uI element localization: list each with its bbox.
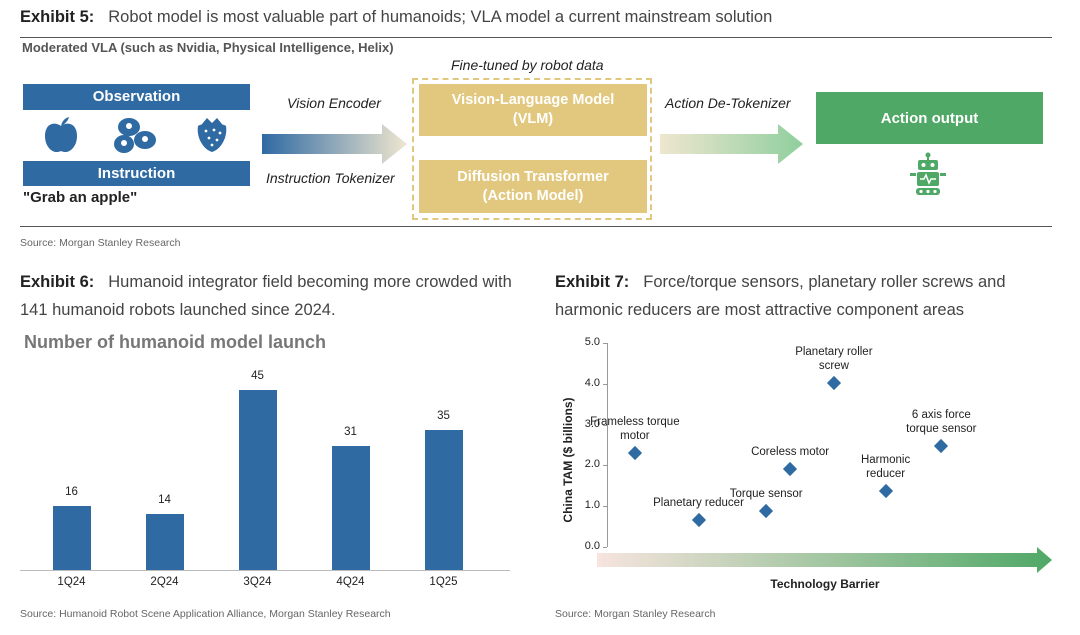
chart7-y-tick-label: 1.0 [584,499,600,512]
chart6-category-label: 2Q24 [150,576,179,588]
dt-line1: Diffusion Transformer [457,168,609,185]
chart6-bar [145,514,184,570]
blueberries-icon [112,114,160,156]
exhibit7-label: Exhibit 7: [555,273,630,291]
chart6-data-label: 31 [344,426,357,438]
vlm-box: Vision-Language Model (VLM) [419,84,647,136]
chart6-category-label: 1Q25 [429,576,458,588]
chart6-bar [331,446,370,570]
chart7-point-label-line: Torque sensor [729,488,803,501]
chart7-point-label: Planetary reducer [639,496,759,510]
chart6-bar [424,430,463,570]
instruction-bar: Instruction [23,161,250,186]
chart7-point [627,446,642,461]
chart7-point-label: Torque sensor [706,487,826,501]
chart6-data-label: 16 [65,486,78,498]
chart7-y-tick-mark [603,424,607,426]
exhibit5-label: Exhibit 5: [20,8,95,26]
exhibit7-heading: Exhibit 7: Force/torque sensors, planetar… [555,268,1055,324]
chart7-point-label: 6 axis force torque sensor [881,408,1001,436]
chart7-point [826,375,841,391]
chart7-point-label: Coreless motor [730,445,850,459]
diffusion-transformer-box: Diffusion Transformer (Action Model) [419,160,647,213]
chart6-category-label: 4Q24 [336,576,365,588]
chart7-point [783,462,798,477]
strawberry-icon [192,114,232,154]
exhibit5-heading: Exhibit 5: Robot model is most valuable p… [20,8,772,27]
exhibit6-title: Humanoid integrator field becoming more … [20,273,512,319]
exhibit5-top-rule [20,37,1052,38]
chart6-x-axis [20,570,510,571]
chart7-y-tick-label: 3.0 [584,417,600,430]
chart7-y-tick-label: 0.0 [584,540,600,552]
chart7-y-tick-label: 2.0 [584,458,600,471]
chart7-point [691,513,706,528]
exhibit7-source: Source: Morgan Stanley Research [555,608,716,620]
chart7-y-axis [607,343,608,547]
vlm-line2: (VLM) [512,111,554,127]
chart7-point-label-line: Coreless motor [751,446,830,459]
robot-icon [908,152,948,198]
component-scatter-chart: 0.0 1.0 2.0 3.0 4.0 5.0 China TAM ($ billions)… [555,335,1065,600]
exhibit5-title: Robot model is most valuable part of hum… [108,8,773,26]
exhibit5-subtitle: Moderated VLA (such as Nvidia, Physical … [22,40,394,55]
chart6-category-label: 3Q24 [243,576,272,588]
vla-dashed-container [412,78,652,220]
chart7-point [934,438,949,453]
chart7-y-tick-mark [603,343,607,344]
chart7-point [759,504,774,519]
instruction-quote: "Grab an apple" [23,189,138,206]
chart7-x-axis-label: Technology Barrier [770,577,880,591]
chart7-point-label-line: Harmonic [860,454,911,467]
exhibit6-source: Source: Humanoid Robot Scene Application… [20,608,391,620]
apple-icon [40,114,82,156]
chart7-y-tick-mark [603,383,607,385]
chart7-point-label-line: motor [620,430,650,443]
vision-encoder-label: Vision Encoder [287,95,381,111]
chart6-category-label: 1Q24 [57,576,86,588]
exhibit6-label: Exhibit 6: [20,273,95,291]
chart7-point-label-line: 6 axis force [911,408,971,421]
chart7-y-tick-mark [603,465,607,467]
chart6-bar [52,506,91,570]
chart6-data-label: 14 [158,494,171,506]
chart7-y-tick-mark [603,506,607,508]
exhibit7-title: Force/torque sensors, planetary roller s… [555,273,1006,319]
detokenizer-arrow [660,124,803,164]
chart6-title: Number of humanoid model launch [24,332,327,352]
chart7-point [878,484,893,499]
chart7-point-label-line: Frameless torque [590,416,680,429]
exhibit6-heading: Exhibit 6: Humanoid integrator field beco… [20,268,520,324]
chart7-y-tick-mark [603,547,607,548]
instruction-tokenizer-label: Instruction Tokenizer [266,170,395,186]
chart7-point-label-line: Planetary reducer [653,497,744,510]
chart6-bar [238,390,277,570]
technology-barrier-arrow [597,547,1052,573]
exhibit5-source: Source: Morgan Stanley Research [20,237,181,249]
chart7-point-label: Frameless torque motor [575,415,695,443]
dt-line2: (Action Model) [482,187,584,204]
exhibit5-bottom-rule [20,226,1052,227]
humanoid-launch-bar-chart: 16 1Q24 14 2Q24 45 3Q24 31 4Q24 35 1Q25 [20,360,520,590]
chart7-point-label-line: screw [818,359,849,372]
chart7-point-label: Harmonic reducer [826,453,946,481]
vlm-line1: Vision-Language Model [451,92,615,108]
chart7-y-tick-label: 5.0 [584,336,600,348]
chart7-point-label-line: reducer [866,468,906,481]
encoder-arrow [262,124,407,164]
chart7-point-label: Planetary roller screw [774,345,894,373]
observation-bar: Observation [23,84,250,110]
chart7-y-axis-label: China TAM ($ billions) [561,397,575,523]
action-output-box: Action output [816,92,1043,144]
chart7-y-tick-label: 4.0 [584,376,600,389]
chart7-point-label-line: torque sensor [906,422,977,435]
chart7-point-label-line: Planetary roller [795,345,873,358]
fine-tuned-label: Fine-tuned by robot data [451,57,604,73]
action-detokenizer-label: Action De-Tokenizer [665,95,791,111]
chart6-data-label: 35 [437,410,450,422]
chart6-data-label: 45 [251,370,264,382]
